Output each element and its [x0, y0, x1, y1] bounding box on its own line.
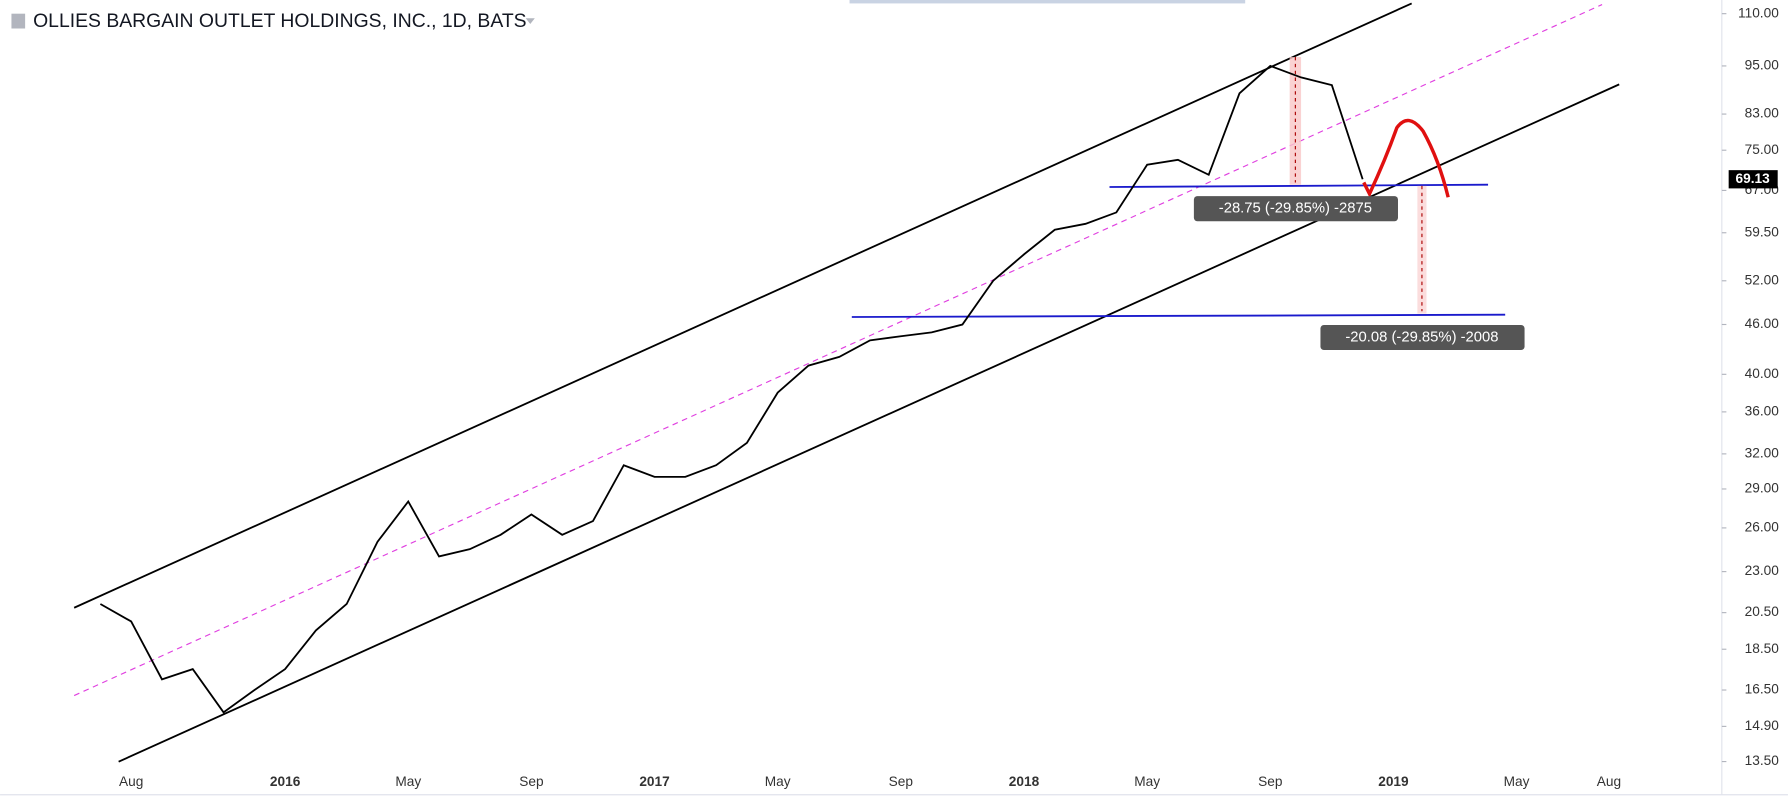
y-tick-label: 26.00: [1745, 520, 1780, 535]
y-tick-label: 75.00: [1745, 142, 1780, 157]
channel-upper: [73, 2, 1413, 609]
x-tick-label: 2019: [1378, 774, 1409, 789]
x-tick-label: Aug: [119, 774, 143, 789]
support-line: [1109, 183, 1489, 188]
projection-curve: [1362, 118, 1450, 198]
y-tick-label: 14.90: [1745, 718, 1780, 733]
y-tick-label: 13.50: [1745, 753, 1780, 768]
channel-mid: [73, 4, 1603, 697]
last-price-label: 69.13: [1735, 171, 1770, 186]
x-tick-label: May: [1134, 774, 1160, 789]
y-tick-label: 59.50: [1745, 224, 1780, 239]
title-menu[interactable]: [525, 18, 535, 24]
y-tick-label: 52.00: [1745, 272, 1780, 287]
x-tick-label: Sep: [519, 774, 544, 789]
x-tick-label: 2017: [639, 774, 669, 789]
y-tick-label: 36.00: [1745, 403, 1780, 418]
price-line: [99, 64, 1364, 714]
chart-title: OLLIES BARGAIN OUTLET HOLDINGS, INC., 1D…: [33, 10, 527, 32]
x-tick-label: May: [395, 774, 421, 789]
y-tick-label: 83.00: [1745, 106, 1780, 121]
y-tick-label: 95.00: [1745, 58, 1780, 73]
x-tick-label: 2018: [1009, 774, 1040, 789]
y-tick-label: 29.00: [1745, 481, 1780, 496]
y-tick-label: 20.50: [1745, 604, 1780, 619]
y-tick-label: 18.50: [1745, 641, 1780, 656]
target-line: [851, 313, 1506, 318]
y-tick-label: 110.00: [1738, 5, 1779, 20]
y-tick-label: 32.00: [1745, 445, 1780, 460]
flag-icon[interactable]: [11, 13, 26, 29]
y-tick-label: 40.00: [1745, 366, 1780, 381]
y-tick-label: 46.00: [1745, 316, 1780, 331]
x-tick-label: Aug: [1597, 774, 1621, 789]
x-tick-label: 2016: [270, 774, 301, 789]
measure-label: -28.75 (-29.85%) -2875: [1219, 201, 1372, 217]
measure-label-box: [1193, 196, 1398, 222]
x-tick-label: May: [1504, 774, 1530, 789]
x-tick-label: Sep: [1258, 774, 1283, 789]
y-tick-label: 23.00: [1745, 563, 1780, 578]
measure-label: -20.08 (-29.85%) -2008: [1345, 329, 1498, 345]
y-tick-label: 16.50: [1745, 682, 1780, 697]
x-tick-label: May: [765, 774, 791, 789]
top-bar: [849, 0, 1246, 4]
x-tick-label: Sep: [889, 774, 914, 789]
measure-label-box: [1320, 324, 1525, 351]
last-price-box: [1728, 170, 1778, 189]
